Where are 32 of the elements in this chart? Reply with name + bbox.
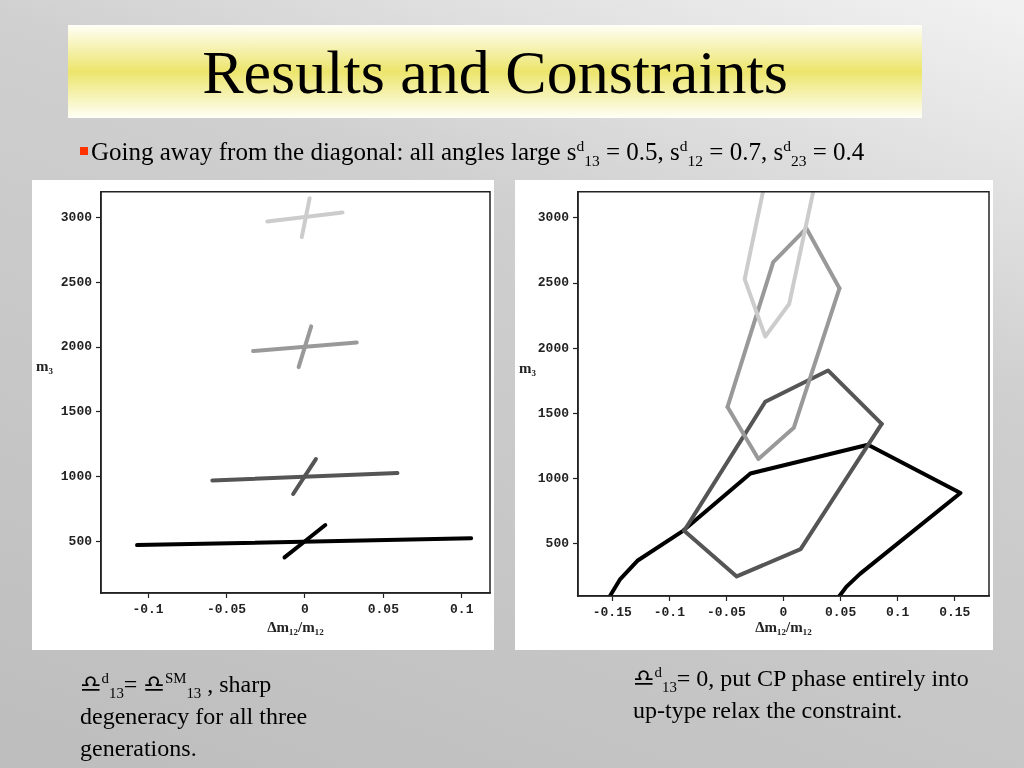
x-tick-label: -0.05 bbox=[206, 602, 247, 618]
x-tick-label: 0.05 bbox=[367, 602, 400, 618]
y-tick-label: 1500 bbox=[537, 405, 570, 421]
y-tick-label: 3000 bbox=[60, 209, 93, 225]
x-tick-label: 0 bbox=[779, 605, 788, 621]
x-tick-label: 0.05 bbox=[824, 605, 857, 621]
y-tick-label: 1000 bbox=[60, 468, 93, 484]
y-tick-label: 2500 bbox=[60, 274, 93, 290]
x-tick-label: 0.1 bbox=[450, 602, 474, 618]
y-tick-label: 1000 bbox=[537, 470, 570, 486]
x-tick-label: 0 bbox=[301, 602, 310, 618]
x-tick-label: 0.1 bbox=[885, 605, 910, 621]
y-tick-label: 3000 bbox=[537, 210, 570, 226]
chart-title: Results and Constraints bbox=[202, 38, 788, 106]
y-tick-label: 1500 bbox=[60, 404, 93, 420]
y-tick-label: 2000 bbox=[537, 340, 570, 356]
x-tick-label: -0.1 bbox=[132, 602, 164, 618]
x-axis-title: Δm₁₂/m₁₂ bbox=[755, 618, 813, 635]
y-axis-title: m₃ bbox=[519, 359, 537, 376]
x-tick-label: -0.15 bbox=[592, 605, 632, 621]
x-axis-title: Δm₁₂/m₁₂ bbox=[267, 618, 325, 635]
x-tick-label: -0.1 bbox=[653, 605, 686, 621]
y-axis-title: m₃ bbox=[36, 358, 54, 375]
text: ♎$^{d}$$_{13}$= ♎$^{SM}$$_{13}$ , sharp degeneracy for all three generations. bbox=[80, 670, 308, 761]
y-tick-label: 2500 bbox=[537, 275, 570, 291]
x-tick-label: 0.15 bbox=[939, 605, 971, 621]
y-tick-label: 2000 bbox=[60, 339, 93, 355]
y-tick-label: 500 bbox=[68, 533, 93, 549]
x-tick-label: -0.05 bbox=[706, 605, 747, 621]
text: ♎$^{d}$$_{13}$= 0, put CP phase entirely into up-type relax the constraint. bbox=[633, 663, 970, 725]
y-tick-label: 500 bbox=[545, 536, 570, 552]
text: Going away from the diagonal: all angles large s$^{d}$$_{13}$ = 0.5, s$^{d}$$_{12}$ = 0.7, s$^{d}$$_{23}$ = 0.4 bbox=[91, 136, 865, 169]
